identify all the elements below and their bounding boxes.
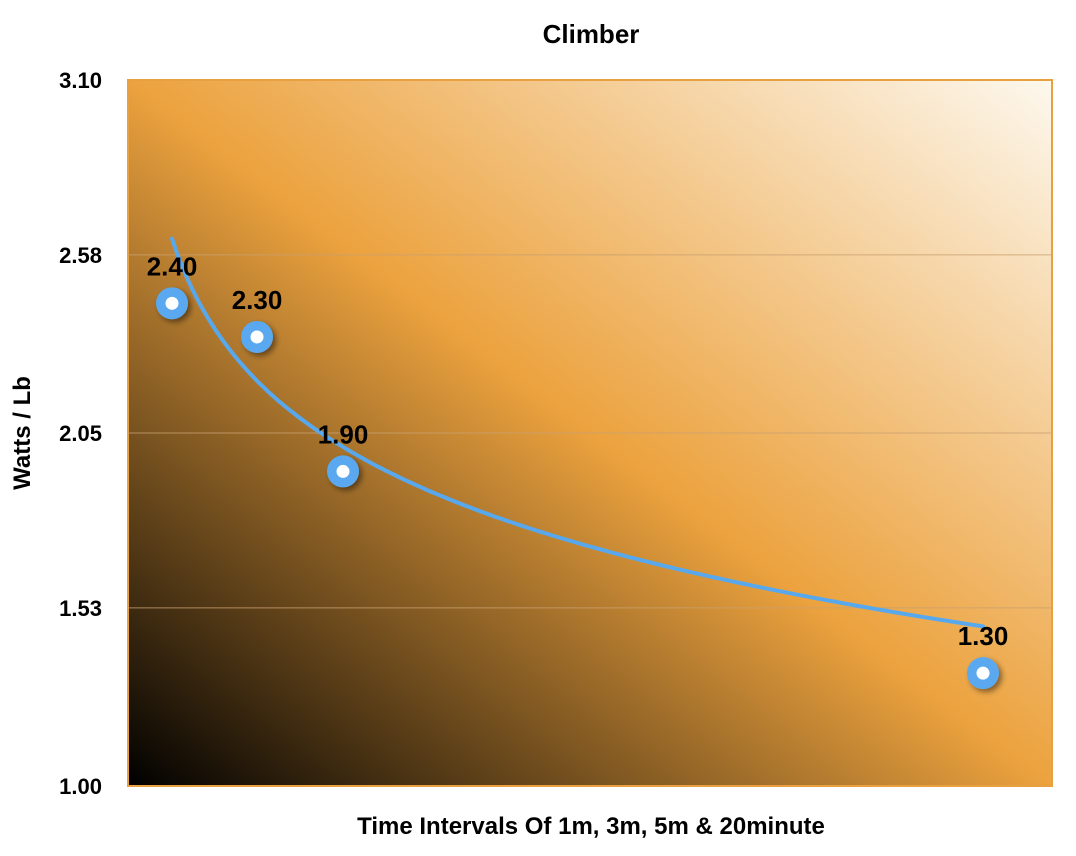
data-point-center	[976, 666, 990, 680]
data-label: 2.30	[232, 285, 283, 315]
y-tick-label: 1.53	[59, 596, 102, 621]
data-point	[241, 320, 273, 353]
data-point-center	[336, 464, 350, 478]
data-points	[156, 287, 999, 690]
data-point	[156, 287, 188, 320]
chart-title: Climber	[543, 19, 640, 49]
y-tick-label: 3.10	[59, 68, 102, 93]
y-tick-labels: 1.00 1.53 2.05 2.58 3.10	[59, 68, 102, 799]
data-label: 1.30	[958, 621, 1009, 651]
data-label: 1.90	[318, 419, 369, 449]
data-labels: 2.40 2.30 1.90 1.30	[147, 251, 1009, 651]
data-point	[967, 657, 999, 690]
y-tick-label: 2.58	[59, 243, 102, 268]
data-label: 2.40	[147, 251, 198, 281]
y-axis-label: Watts / Lb	[9, 376, 36, 490]
y-tick-label: 2.05	[59, 421, 102, 446]
data-point-center	[165, 296, 179, 310]
y-tick-label: 1.00	[59, 774, 102, 799]
gridlines	[128, 254, 1052, 609]
x-axis-label: Time Intervals Of 1m, 3m, 5m & 20minute	[357, 813, 825, 840]
data-point-center	[250, 330, 264, 344]
trendline	[170, 236, 985, 629]
data-point	[327, 455, 359, 488]
